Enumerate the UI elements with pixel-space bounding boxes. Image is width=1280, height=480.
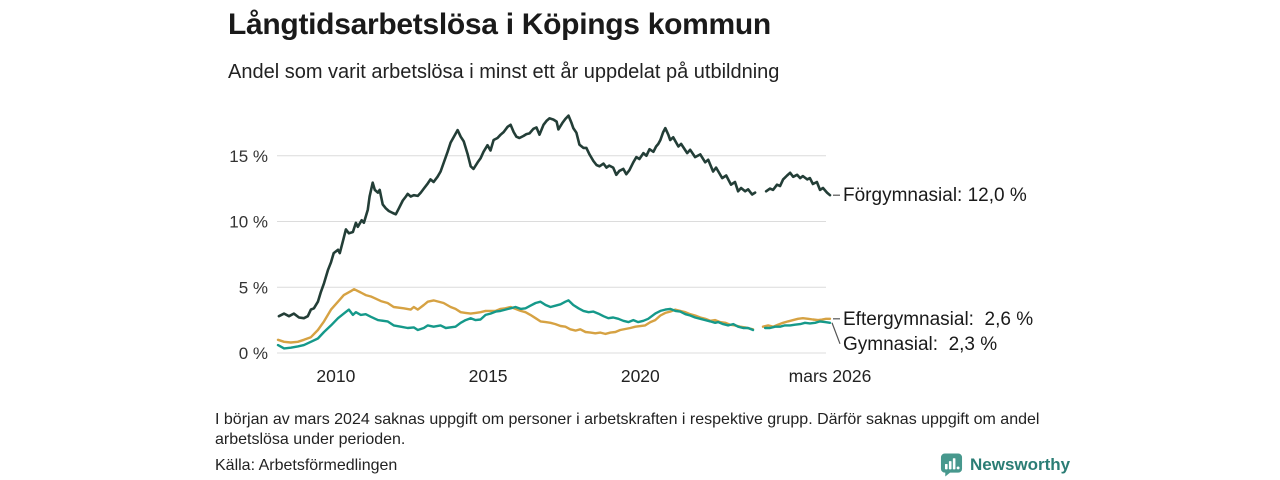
x-tick-label: mars 2026 (789, 366, 872, 386)
newsworthy-logo: Newsworthy (940, 453, 1070, 477)
y-tick-label: 15 % (229, 147, 268, 166)
page-title: Långtidsarbetslösa i Köpings kommun (228, 8, 771, 41)
page-subtitle: Andel som varit arbetslösa i minst ett å… (228, 61, 780, 83)
newsworthy-icon (940, 453, 963, 477)
label-leader (831, 322, 841, 345)
x-tick-label: 2010 (316, 366, 355, 386)
brand-name: Newsworthy (970, 455, 1071, 474)
y-tick-label: 10 % (229, 213, 268, 232)
x-tick-label: 2020 (621, 366, 660, 386)
y-tick-label: 0 % (239, 344, 268, 363)
series-förgymnasial (764, 171, 832, 197)
series-gymnasial (276, 299, 755, 350)
series-eftergymnasial (276, 287, 755, 344)
series-gymnasial (763, 320, 832, 330)
footnote: I början av mars 2024 saknas uppgift om … (215, 411, 1040, 448)
x-tick-label: 2015 (469, 366, 508, 386)
series-annotation: Gymnasial: 2,3 % (843, 334, 997, 355)
y-tick-label: 5 % (239, 278, 268, 297)
series-förgymnasial (277, 114, 757, 320)
source-label: Källa: Arbetsförmedlingen (215, 457, 398, 474)
line-chart: 0 % 5 % 10 % 15 % 2010 2015 2020 mars 2026 Förgy… (229, 114, 1033, 386)
series-annotation: Förgymnasial: 12,0 % (843, 185, 1027, 206)
series-annotation: Eftergymnasial: 2,6 % (843, 309, 1033, 330)
